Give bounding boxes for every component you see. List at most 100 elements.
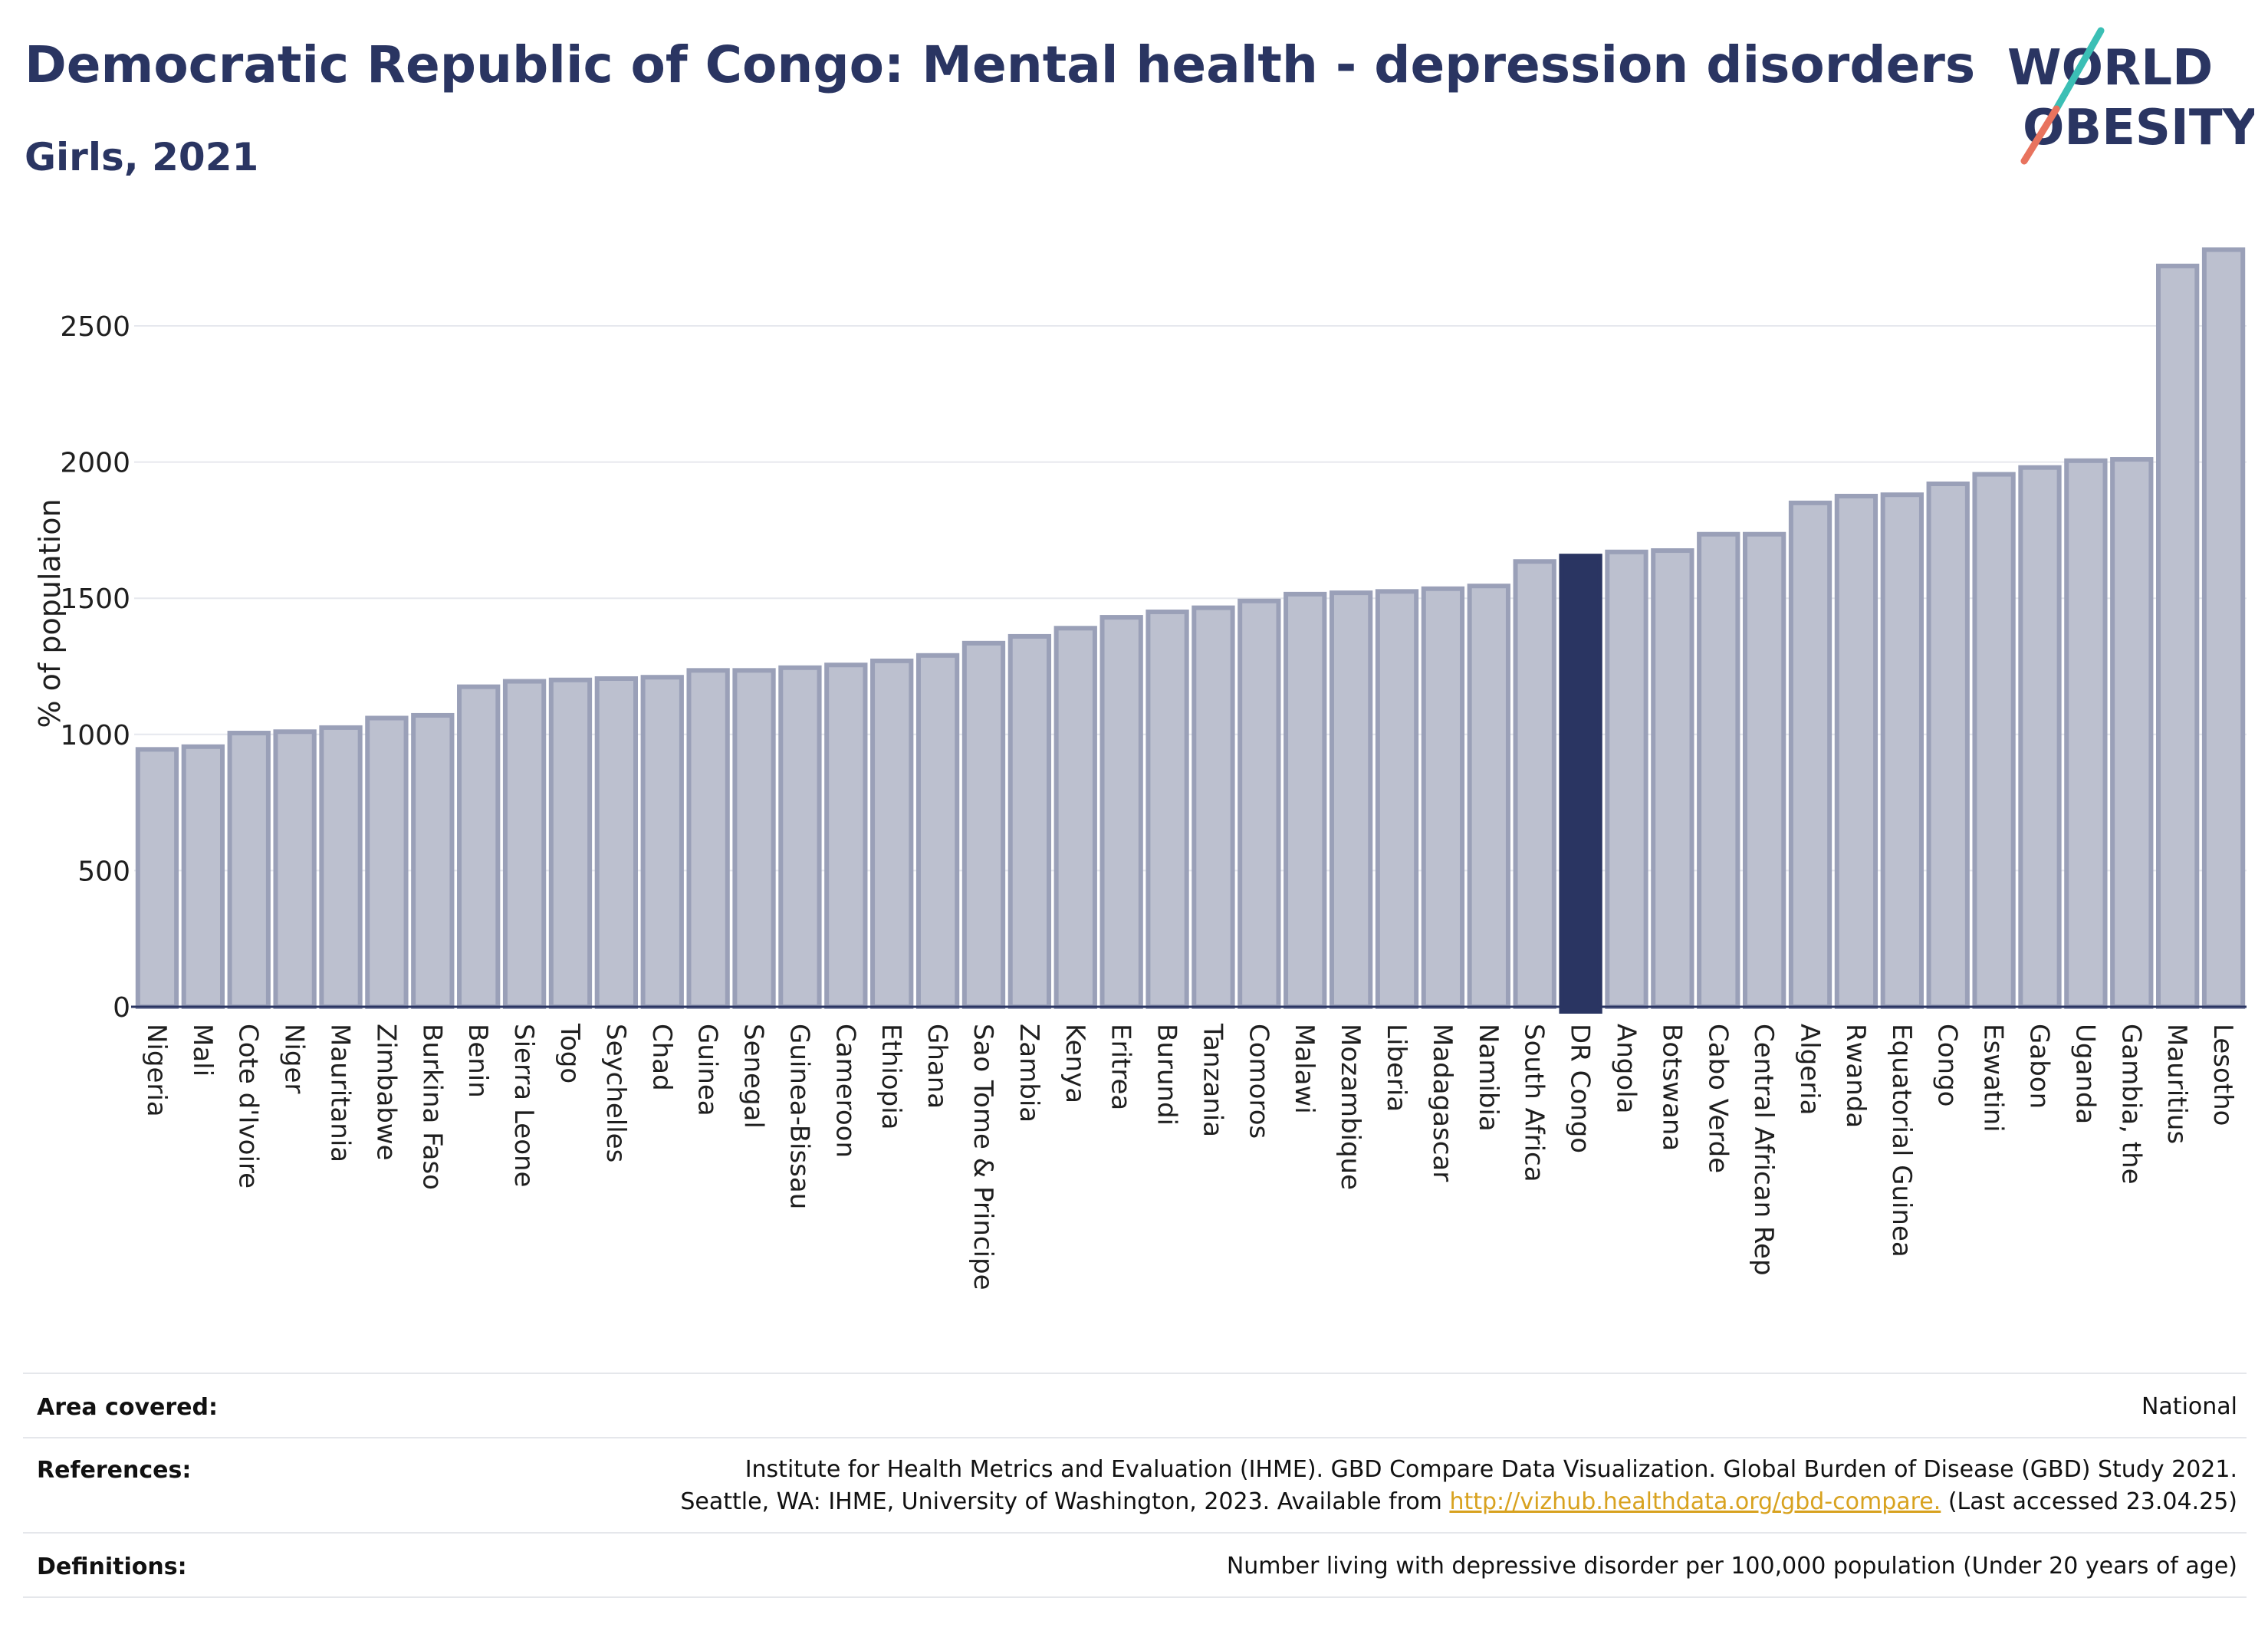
bar-angola <box>1605 549 1648 1009</box>
bar-cabo-verde <box>1697 531 1740 1009</box>
bars <box>135 247 2246 1014</box>
world-obesity-logo: WORLD OBESITY <box>2007 27 2254 165</box>
x-tick-label: Algeria <box>1794 1024 1825 1115</box>
x-tick-label: Gambia, the <box>2115 1024 2146 1185</box>
y-tick-labels: 0 500 1000 1500 2000 2500 <box>60 311 130 1024</box>
bar-central-african-rep <box>1742 531 1786 1009</box>
references-value: Institute for Health Metrics and Evaluat… <box>680 1454 2237 1518</box>
x-tick-label: South Africa <box>1519 1024 1550 1182</box>
definitions-label: Definitions: <box>37 1553 187 1580</box>
x-tick-label: Eritrea <box>1106 1024 1136 1110</box>
x-tick-label: Ghana <box>922 1024 952 1109</box>
bar-mauritania <box>319 725 363 1009</box>
x-tick-label: Zambia <box>1014 1024 1044 1123</box>
bar-congo <box>1926 482 1970 1009</box>
bar-tanzania <box>1192 605 1235 1009</box>
bar-guinea <box>686 668 730 1009</box>
x-tick-label: Burundi <box>1152 1024 1182 1126</box>
bar-comoros <box>1238 598 1281 1009</box>
info-row-definitions: Definitions: Number living with depressi… <box>23 1532 2247 1598</box>
y-tick-label: 1500 <box>60 584 130 615</box>
x-tick-label: Tanzania <box>1197 1023 1228 1137</box>
x-tick-label: Eswatini <box>1978 1024 2009 1133</box>
bar-chart: 0 500 1000 1500 2000 2500 Nigeria Mali Cote d'I… <box>33 247 2247 1290</box>
bar-gambia-the <box>2110 457 2154 1009</box>
bar-dr-congo <box>1559 554 1602 1014</box>
info-bottom-border <box>23 1596 2247 1598</box>
bar-nigeria <box>135 747 179 1009</box>
references-link[interactable]: http://vizhub.healthdata.org/gbd-compare… <box>1449 1488 1941 1515</box>
references-line2: Seattle, WA: IHME, University of Washing… <box>680 1486 2237 1518</box>
x-tick-label: Kenya <box>1060 1024 1090 1103</box>
x-tick-label: Sao Tome & Principe <box>968 1024 998 1290</box>
x-tick-labels: Nigeria Mali Cote d'Ivoire Niger Mauritania Z… <box>141 1023 2238 1290</box>
bar-botswana <box>1651 548 1694 1009</box>
x-tick-label: Nigeria <box>141 1024 172 1117</box>
x-tick-label: Congo <box>1932 1024 1963 1106</box>
x-tick-label: Niger <box>279 1024 310 1093</box>
x-tick-label: Zimbabwe <box>370 1024 401 1161</box>
y-tick-label: 500 <box>77 856 130 887</box>
x-tick-label: Guinea <box>692 1024 723 1116</box>
bar-burundi <box>1146 609 1189 1009</box>
bar-rwanda <box>1834 494 1878 1009</box>
x-tick-label: Botswana <box>1656 1024 1687 1151</box>
bar-eswatini <box>1972 472 2016 1009</box>
bar-cote-d-ivoire <box>227 731 271 1009</box>
x-tick-label: Uganda <box>2069 1024 2100 1124</box>
x-tick-label: Senegal <box>738 1024 769 1129</box>
x-tick-label: Cameroon <box>830 1024 860 1158</box>
x-tick-label: Malawi <box>1289 1024 1320 1114</box>
bar-seychelles <box>594 676 639 1009</box>
bar-madagascar <box>1421 586 1465 1009</box>
y-axis-label: % of population <box>33 498 67 728</box>
bar-lesotho <box>2201 247 2246 1009</box>
bar-malawi <box>1284 591 1327 1009</box>
x-tick-label: Chad <box>646 1024 677 1091</box>
bar-sierra-leone <box>502 679 547 1009</box>
references-line2-post: (Last accessed 23.04.25) <box>1941 1488 2237 1515</box>
x-tick-label: Mauritius <box>2161 1024 2192 1144</box>
bar-sao-tome-principe <box>961 640 1006 1009</box>
x-tick-label: Gabon <box>2023 1024 2054 1109</box>
y-tick-label: 2500 <box>60 311 130 343</box>
bar-uganda <box>2064 458 2108 1009</box>
info-row-area: Area covered: National <box>23 1373 2247 1438</box>
x-tick-label: Cabo Verde <box>1702 1024 1733 1173</box>
y-tick-label: 2000 <box>60 448 130 479</box>
area-covered-label: Area covered: <box>37 1394 218 1421</box>
references-label: References: <box>37 1457 192 1484</box>
bar-senegal <box>732 668 776 1009</box>
info-row-references: References: Institute for Health Metrics… <box>23 1437 2247 1534</box>
x-tick-label: Burkina Faso <box>416 1024 447 1190</box>
definitions-value: Number living with depressive disorder p… <box>1226 1553 2237 1580</box>
bar-burkina-faso <box>411 712 455 1009</box>
x-tick-label: Rwanda <box>1840 1024 1871 1128</box>
area-covered-value: National <box>2141 1393 2237 1420</box>
bar-togo <box>548 677 593 1009</box>
x-tick-label: Liberia <box>1381 1024 1412 1112</box>
bar-benin <box>457 684 501 1009</box>
x-tick-label: Angola <box>1610 1024 1641 1113</box>
x-tick-label: Equatorial Guinea <box>1886 1024 1917 1258</box>
x-tick-label: Togo <box>554 1023 585 1083</box>
bar-chad <box>640 675 684 1009</box>
x-tick-label: Seychelles <box>600 1024 631 1162</box>
x-tick-label: Sierra Leone <box>508 1024 539 1187</box>
y-tick-label: 1000 <box>60 720 130 751</box>
x-tick-label: Mali <box>187 1024 218 1077</box>
y-tick-label: 0 <box>113 992 130 1024</box>
x-tick-label: Guinea-Bissau <box>784 1024 814 1209</box>
logo-text-line1: WORLD <box>2007 40 2213 97</box>
bar-gabon <box>2018 465 2062 1009</box>
bar-eritrea <box>1099 615 1143 1010</box>
x-tick-label: Mozambique <box>1335 1024 1366 1190</box>
bar-equatorial-guinea <box>1880 492 1924 1009</box>
x-tick-label: Namibia <box>1473 1024 1504 1132</box>
x-tick-label: Ethiopia <box>876 1024 906 1129</box>
bar-niger <box>273 729 317 1009</box>
bar-zimbabwe <box>365 715 409 1009</box>
bar-liberia <box>1375 589 1419 1009</box>
bar-kenya <box>1053 626 1097 1009</box>
x-tick-label: Mauritania <box>325 1024 356 1162</box>
